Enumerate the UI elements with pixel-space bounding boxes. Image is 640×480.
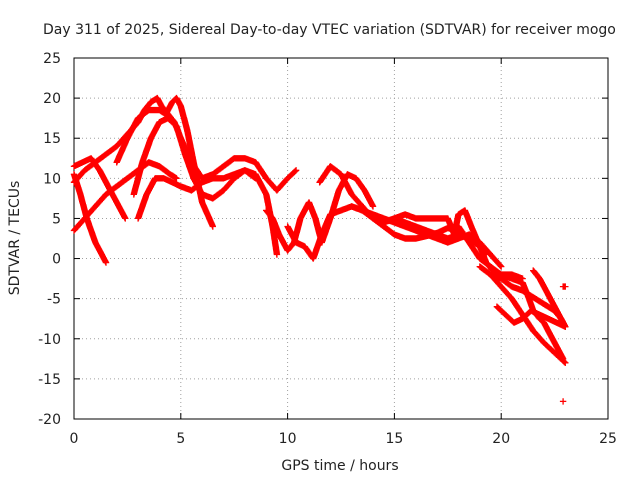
data-point-markers [559,398,567,405]
plot-frame [73,57,609,420]
y-tick-label: 5 [52,211,61,227]
y-tick-label: -10 [38,332,61,348]
data-point-markers [487,271,569,366]
data-point-markers [70,159,180,234]
y-axis-label: SDTVAR / TECUs [7,181,23,296]
y-tick-label: 20 [43,91,61,107]
y-tick-label: 10 [43,171,61,187]
x-tick-label: 10 [279,431,297,447]
x-tick-label: 25 [599,431,617,447]
x-tick-label: 20 [492,431,510,447]
data-point-markers [134,167,259,222]
series-trace-7 [70,159,180,234]
series-trace-6 [134,167,259,222]
x-axis-label: GPS time / hours [281,458,398,474]
x-tick-label: 15 [385,431,403,447]
y-tick-label: -20 [38,412,61,428]
y-tick-label: -5 [47,292,61,308]
axis-ticks: 0 5 10 15 20 25 -20 -15 -10 -5 0 5 10 15 20 25 [38,51,617,447]
y-tick-label: 0 [52,252,61,268]
data-markers [70,94,569,405]
data-point-markers [113,94,216,230]
y-tick-label: -15 [38,372,61,388]
y-tick-label: 15 [43,131,61,147]
series-trace-4 [113,94,216,230]
grid [74,58,608,419]
series-trace-16 [487,271,569,366]
series-trace-19 [559,398,567,405]
x-tick-label: 0 [70,431,79,447]
chart-title: Day 311 of 2025, Sidereal Day-to-day VTE… [43,22,616,38]
data-point-markers [530,267,569,330]
y-tick-label: 25 [43,51,61,67]
x-tick-label: 5 [176,431,185,447]
series-trace-17 [530,267,569,330]
data-point-markers [559,283,569,290]
series-trace-18 [559,283,569,290]
